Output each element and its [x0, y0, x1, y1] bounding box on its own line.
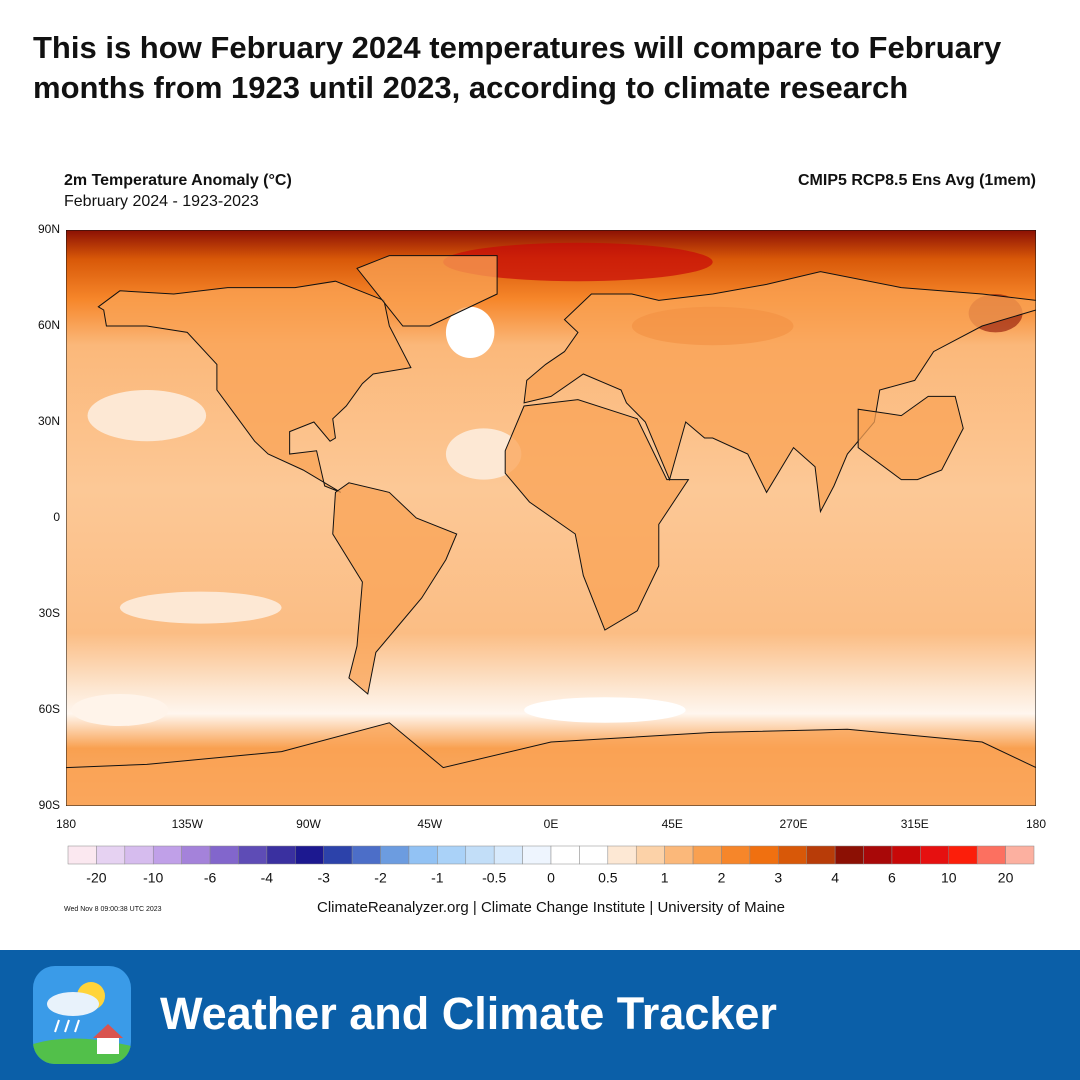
colorbar-swatch — [209, 845, 239, 865]
colorbar-swatch — [834, 845, 864, 865]
colorbar-swatch — [124, 845, 154, 865]
colorbar-label: 3 — [774, 870, 782, 886]
map — [66, 230, 1036, 806]
colorbar-label: 10 — [941, 870, 957, 886]
colorbar-label: 6 — [888, 870, 896, 886]
colorbar-swatch — [522, 845, 552, 865]
colorbar-swatch — [465, 845, 495, 865]
colorbar-swatch — [437, 845, 467, 865]
colorbar-swatch — [152, 845, 182, 865]
colorbar-label: 2 — [718, 870, 726, 886]
colorbar-label: -6 — [204, 870, 217, 886]
colorbar-label: 4 — [831, 870, 839, 886]
colorbar-label: -2 — [374, 870, 387, 886]
colorbar-label: 1 — [661, 870, 669, 886]
colorbar-swatch — [351, 845, 381, 865]
longitude-label: 180 — [1026, 817, 1046, 831]
latitude-label: 90N — [38, 222, 60, 236]
colorbar-swatch — [692, 845, 722, 865]
colorbar-swatch — [493, 845, 523, 865]
colorbar-swatch — [96, 845, 126, 865]
model-label: CMIP5 RCP8.5 Ens Avg (1mem) — [798, 172, 1036, 189]
colorbar-swatch — [721, 845, 751, 865]
colorbar-swatch — [238, 845, 268, 865]
colorbar-label: -20 — [86, 870, 106, 886]
longitude-label: 0E — [544, 817, 559, 831]
colorbar-label: -4 — [261, 870, 274, 886]
colorbar-swatch — [323, 845, 353, 865]
colorbar-swatch — [891, 845, 921, 865]
colorbar-swatch — [863, 845, 893, 865]
longitude-label: 135W — [172, 817, 204, 831]
colorbar-swatch — [181, 845, 211, 865]
credits: ClimateReanalyzer.org | Climate Change I… — [317, 899, 785, 916]
colorbar-swatch — [976, 845, 1006, 865]
colorbar-label: 0 — [547, 870, 555, 886]
colorbar-swatch — [920, 845, 950, 865]
map-figure: 2m Temperature Anomaly (°C) February 202… — [38, 172, 1046, 916]
longitude-label: 180 — [56, 817, 76, 831]
colorbar-swatch — [579, 845, 609, 865]
colorbar-swatch — [778, 845, 807, 865]
colorbar-swatch — [635, 845, 665, 865]
longitude-label: 45E — [662, 817, 683, 831]
colorbar-swatch — [295, 845, 324, 865]
colorbar-label: -1 — [431, 870, 444, 886]
latitude-label: 60N — [38, 318, 60, 332]
colorbar-label: 20 — [998, 870, 1014, 886]
latitude-label: 30S — [39, 606, 60, 620]
colorbar-swatch — [806, 845, 836, 865]
colorbar-swatch — [380, 845, 410, 865]
colorbar-swatch — [664, 845, 694, 865]
latitude-label: 60S — [39, 702, 60, 716]
brand-name: Weather and Climate Tracker — [160, 988, 777, 1039]
colorbar-swatch — [550, 845, 580, 865]
colorbar-swatch — [749, 845, 779, 865]
app-icon — [33, 966, 131, 1064]
timestamp: Wed Nov 8 09:00:38 UTC 2023 — [64, 906, 162, 913]
map-title: 2m Temperature Anomaly (°C) — [64, 172, 292, 189]
post-title: This is how February 2024 temperatures w… — [33, 30, 1002, 105]
map-subtitle: February 2024 - 1923-2023 — [64, 193, 259, 210]
longitude-label: 90W — [296, 817, 321, 831]
colorbar-label: -10 — [143, 870, 163, 886]
colorbar-swatch — [948, 845, 978, 865]
colorbar-label: 0.5 — [598, 870, 618, 886]
longitude-label: 45W — [417, 817, 442, 831]
longitude-label: 315E — [901, 817, 929, 831]
colorbar-swatch — [266, 845, 296, 865]
colorbar-swatch — [67, 845, 97, 865]
longitude-label: 270E — [779, 817, 807, 831]
colorbar-label: -0.5 — [482, 870, 506, 886]
footer: Weather and Climate Tracker — [0, 950, 1080, 1080]
latitude-label: 0 — [53, 510, 60, 524]
colorbar-label: -3 — [317, 870, 330, 886]
latitude-label: 30N — [38, 414, 60, 428]
colorbar-swatch — [607, 845, 637, 865]
colorbar-swatch — [408, 845, 438, 865]
colorbar-swatch — [1005, 845, 1035, 865]
latitude-label: 90S — [39, 798, 60, 812]
